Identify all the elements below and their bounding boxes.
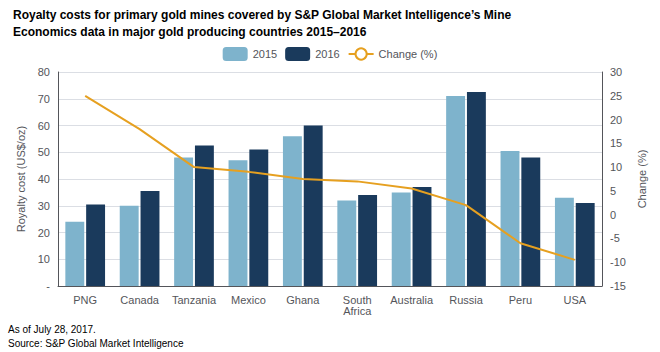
svg-text:USA: USA xyxy=(563,294,586,306)
svg-text:Mexico: Mexico xyxy=(231,294,266,306)
svg-text:Change (%): Change (%) xyxy=(636,150,648,209)
svg-text:70: 70 xyxy=(38,93,50,105)
svg-text:80: 80 xyxy=(38,66,50,78)
svg-text:2016: 2016 xyxy=(315,48,339,60)
svg-text:0: 0 xyxy=(610,209,616,221)
svg-text:40: 40 xyxy=(38,173,50,185)
svg-text:10: 10 xyxy=(610,161,622,173)
svg-text:30: 30 xyxy=(38,200,50,212)
svg-text:5: 5 xyxy=(610,185,616,197)
svg-text:Africa: Africa xyxy=(343,305,372,317)
svg-text:10: 10 xyxy=(38,253,50,265)
svg-text:-10: -10 xyxy=(610,256,626,268)
svg-text:Tanzania: Tanzania xyxy=(172,294,217,306)
svg-text:20: 20 xyxy=(610,114,622,126)
svg-text:PNG: PNG xyxy=(73,294,97,306)
svg-text:Source: S&P Global Market Inte: Source: S&P Global Market Intelligence xyxy=(8,338,184,349)
svg-text:Change (%): Change (%) xyxy=(379,48,438,60)
svg-text:Royalty cost (US$/oz): Royalty cost (US$/oz) xyxy=(15,126,27,232)
svg-text:30: 30 xyxy=(610,66,622,78)
svg-text:Canada: Canada xyxy=(120,294,159,306)
svg-text:Ghana: Ghana xyxy=(286,294,320,306)
svg-text:Economics data in major gold p: Economics data in major gold producing c… xyxy=(13,25,367,39)
svg-text:-5: -5 xyxy=(610,232,620,244)
svg-text:-: - xyxy=(46,280,50,292)
svg-text:South: South xyxy=(342,293,372,306)
svg-text:Russia: Russia xyxy=(449,294,484,306)
svg-text:Peru: Peru xyxy=(509,294,532,306)
svg-text:15: 15 xyxy=(610,137,622,149)
svg-text:Royalty costs for primary gold: Royalty costs for primary gold mines cov… xyxy=(13,8,511,22)
svg-text:As of July 28, 2017.: As of July 28, 2017. xyxy=(8,324,96,335)
svg-text:60: 60 xyxy=(38,120,50,132)
svg-text:50: 50 xyxy=(38,146,50,158)
svg-text:2015: 2015 xyxy=(253,48,277,60)
svg-text:20: 20 xyxy=(38,227,50,239)
svg-text:Australia: Australia xyxy=(390,294,434,306)
svg-text:-15: -15 xyxy=(610,280,626,292)
svg-text:25: 25 xyxy=(610,90,622,102)
